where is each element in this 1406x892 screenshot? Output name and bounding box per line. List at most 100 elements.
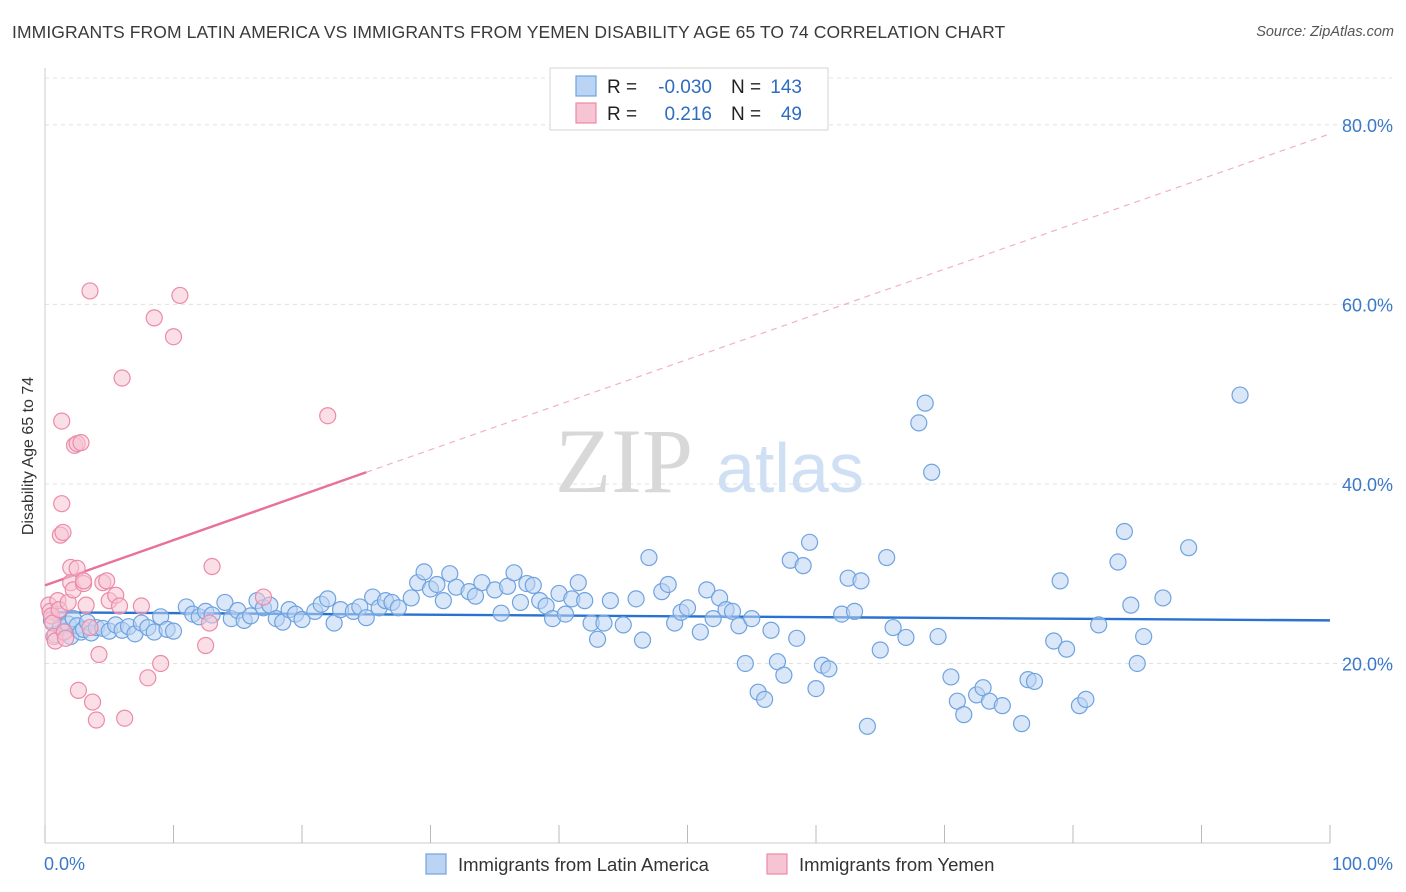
axes (44, 68, 1331, 844)
point-yemen (98, 572, 116, 590)
y-tick-label: 20.0% (1342, 654, 1393, 674)
point-latin-america (588, 630, 607, 648)
series-legend: Immigrants from Latin America Immigrants… (425, 853, 994, 875)
point-latin-america (955, 706, 973, 724)
point-latin-america (505, 564, 523, 582)
x-tick-label: 100.0% (1332, 854, 1393, 874)
point-yemen (110, 597, 129, 615)
point-latin-america (293, 610, 311, 629)
point-yemen (116, 709, 134, 727)
point-yemen (72, 434, 90, 452)
point-latin-america (1231, 386, 1249, 404)
point-latin-america (1012, 715, 1031, 733)
point-latin-america (730, 617, 748, 635)
y-tick-labels: 20.0% 40.0% 60.0% 80.0% (1342, 116, 1393, 675)
point-latin-america (659, 575, 677, 594)
point-latin-america (556, 605, 575, 623)
point-latin-america (807, 680, 825, 698)
legend-swatch-yemen (766, 853, 788, 875)
point-latin-america (1051, 572, 1069, 590)
point-yemen (81, 282, 99, 300)
stats-swatch-yemen (575, 102, 597, 124)
point-latin-america (319, 590, 337, 608)
point-latin-america (910, 414, 928, 432)
point-latin-america (1122, 596, 1140, 614)
point-latin-america (492, 604, 510, 622)
stats-n-label-1: N = (731, 77, 761, 98)
point-latin-america (428, 575, 446, 594)
point-latin-america (216, 593, 234, 612)
point-latin-america (897, 628, 915, 647)
stats-r-value-2: 0.216 (664, 104, 712, 125)
point-latin-america (357, 609, 375, 627)
stats-r-label-1: R = (607, 77, 637, 98)
legend-swatch-latin-america (425, 853, 447, 875)
point-latin-america (923, 463, 941, 481)
point-yemen (83, 693, 102, 711)
stats-n-value-1: 143 (770, 77, 802, 98)
point-latin-america (704, 609, 722, 628)
point-latin-america (1057, 640, 1076, 658)
point-yemen (132, 597, 150, 615)
point-latin-america (614, 616, 632, 634)
point-yemen (254, 588, 273, 606)
point-yemen (113, 369, 131, 387)
point-latin-america (736, 654, 754, 673)
legend-label-yemen: Immigrants from Yemen (799, 854, 994, 875)
point-latin-america (794, 557, 812, 575)
point-yemen (197, 636, 215, 655)
source-credit: Source: ZipAtlas.com (1256, 24, 1394, 40)
point-latin-america (820, 660, 838, 678)
point-yemen (53, 412, 71, 430)
point-latin-america (929, 627, 947, 646)
point-latin-america (164, 622, 183, 640)
point-yemen (87, 711, 106, 729)
point-latin-america (595, 614, 613, 632)
point-latin-america (743, 609, 761, 628)
point-latin-america (389, 599, 407, 617)
point-latin-america (633, 631, 652, 649)
point-yemen (203, 557, 221, 576)
point-latin-america (640, 548, 658, 567)
point-latin-america (993, 697, 1011, 715)
point-latin-america (698, 581, 716, 599)
point-latin-america (242, 607, 260, 625)
point-yemen (81, 618, 99, 637)
point-yemen (56, 629, 75, 647)
trend-line-yemen (44, 471, 367, 587)
point-latin-america (601, 592, 620, 610)
point-latin-america (723, 602, 742, 621)
point-latin-america (788, 629, 806, 647)
point-latin-america (1109, 553, 1127, 571)
x-tick-labels: 0.0% 100.0% (44, 854, 1393, 874)
watermark-zip: ZIP (555, 410, 693, 512)
point-latin-america (942, 668, 960, 686)
stats-swatch-latin-america (575, 75, 597, 97)
point-latin-america (762, 621, 780, 639)
watermark-atlas: atlas (716, 429, 864, 507)
point-yemen (53, 495, 71, 513)
point-latin-america (800, 533, 819, 551)
grid (45, 77, 1392, 664)
y-tick-label: 80.0% (1342, 116, 1393, 136)
point-latin-america (1090, 616, 1108, 634)
point-latin-america (627, 590, 645, 608)
point-latin-america (852, 572, 870, 590)
point-latin-america (1115, 522, 1134, 541)
trend-line-yemen-extended (366, 133, 1331, 473)
point-latin-america (691, 623, 709, 641)
point-latin-america (1180, 539, 1198, 557)
y-axis-label: Disability Age 65 to 74 (20, 377, 37, 535)
stats-r-value-1: -0.030 (658, 77, 712, 98)
point-latin-america (524, 576, 542, 594)
point-yemen (69, 681, 88, 700)
stats-r-label-2: R = (607, 104, 637, 125)
watermark: ZIP atlas (555, 410, 864, 512)
point-latin-america (884, 618, 902, 637)
stats-legend: R = -0.030 N = 143 R = 0.216 N = 49 (549, 67, 829, 131)
point-yemen (145, 309, 163, 327)
point-latin-america (755, 690, 774, 708)
x-tick-label: 0.0% (44, 854, 85, 874)
point-latin-america (858, 717, 877, 735)
point-yemen (152, 654, 170, 673)
